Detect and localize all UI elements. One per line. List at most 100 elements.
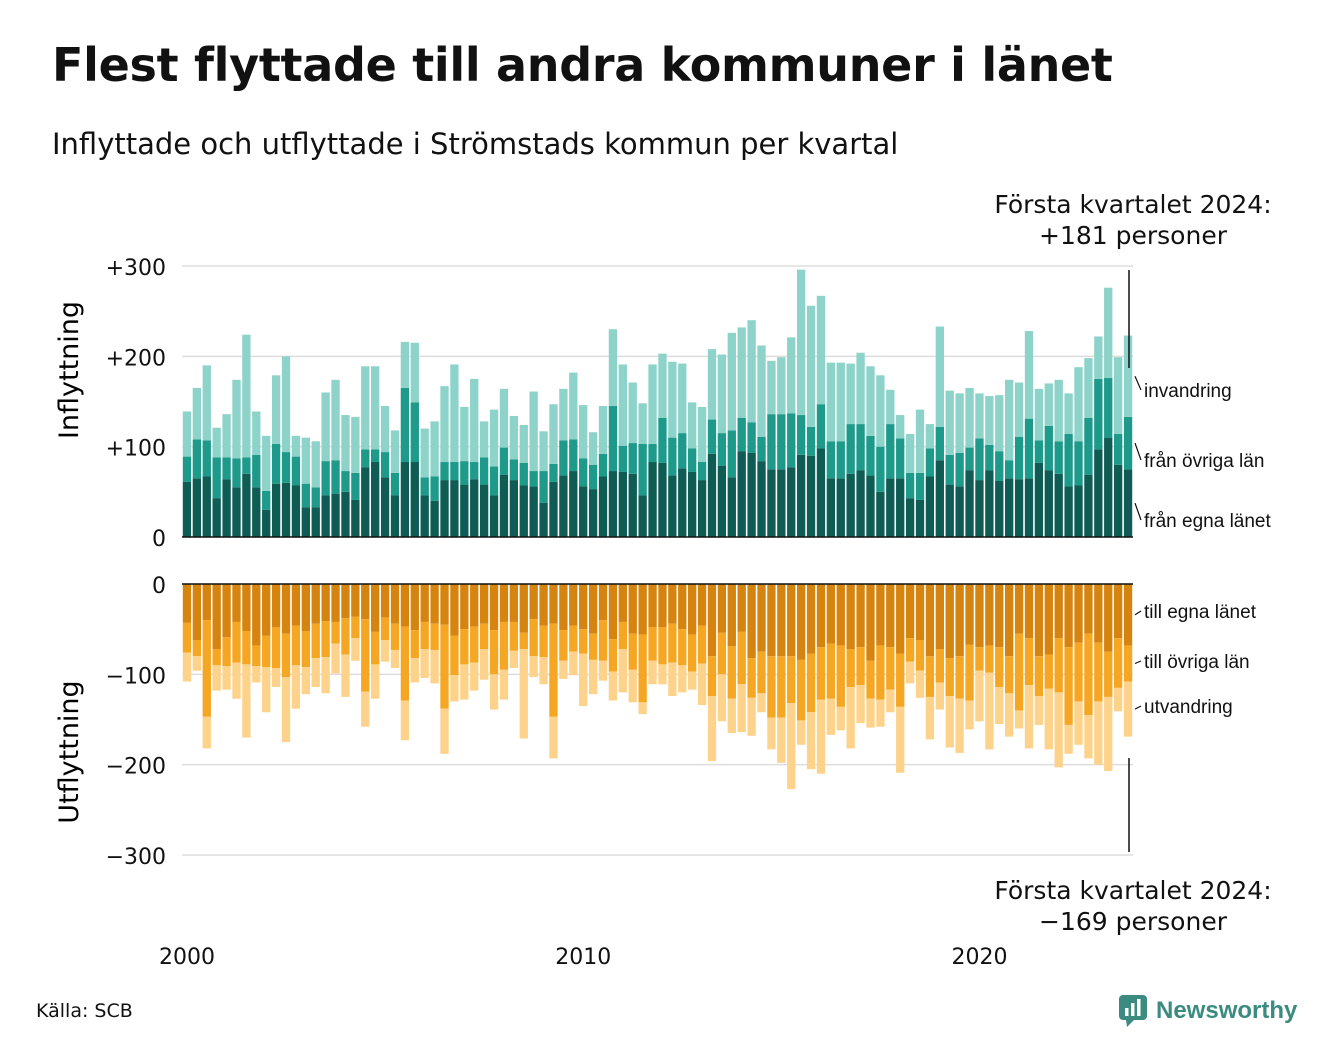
bar-inflow-1 bbox=[450, 480, 459, 537]
bar-outflow-2 bbox=[935, 649, 944, 683]
bar-outflow-3 bbox=[876, 699, 885, 727]
bar-outflow-1 bbox=[707, 584, 717, 657]
bar-inflow-3 bbox=[668, 361, 677, 438]
bar-inflow-3 bbox=[678, 363, 687, 434]
bar-inflow-2 bbox=[1064, 434, 1073, 487]
bar-outflow-1 bbox=[380, 584, 390, 618]
bar-outflow-2 bbox=[579, 629, 588, 654]
bar-inflow-2 bbox=[806, 426, 816, 456]
bar-inflow-2 bbox=[658, 417, 667, 463]
bar-outflow-1 bbox=[856, 584, 865, 648]
bar-inflow-3 bbox=[410, 342, 419, 403]
bar-inflow-1 bbox=[579, 486, 588, 537]
bar-outflow-2 bbox=[658, 627, 667, 665]
bar-outflow-1 bbox=[846, 584, 855, 650]
bar-outflow-2 bbox=[727, 646, 736, 699]
bar-outflow-1 bbox=[311, 584, 320, 624]
bar-inflow-1 bbox=[1014, 479, 1024, 537]
bar-outflow-1 bbox=[925, 584, 935, 657]
bar-inflow-1 bbox=[915, 499, 925, 537]
bar-inflow-3 bbox=[985, 396, 994, 445]
annotation-outflow: Första kvartalet 2024: −169 personer bbox=[968, 875, 1298, 937]
bar-outflow-3 bbox=[509, 650, 519, 669]
bar-inflow-1 bbox=[638, 495, 647, 537]
bar-outflow-3 bbox=[638, 702, 647, 715]
bar-inflow-1 bbox=[886, 478, 895, 537]
bar-inflow-2 bbox=[1094, 378, 1103, 450]
bar-inflow-1 bbox=[767, 469, 776, 537]
bar-inflow-1 bbox=[836, 478, 845, 537]
bar-inflow-3 bbox=[876, 375, 885, 447]
bar-outflow-1 bbox=[182, 584, 192, 623]
bar-inflow-1 bbox=[380, 477, 390, 537]
bar-inflow-3 bbox=[816, 295, 826, 405]
bar-inflow-3 bbox=[559, 388, 568, 441]
bar-inflow-2 bbox=[529, 471, 538, 487]
chart-subtitle: Inflyttade och utflyttade i Strömstads k… bbox=[52, 127, 899, 161]
bar-inflow-3 bbox=[539, 431, 548, 472]
legend-label: från övriga län bbox=[1144, 451, 1264, 472]
bar-inflow-1 bbox=[1123, 469, 1133, 537]
bar-outflow-1 bbox=[717, 584, 727, 633]
bar-outflow-2 bbox=[945, 658, 954, 697]
bar-inflow-3 bbox=[1104, 287, 1113, 379]
bar-outflow-2 bbox=[390, 623, 400, 650]
bar-outflow-3 bbox=[985, 672, 994, 750]
bar-inflow-2 bbox=[470, 462, 479, 480]
bar-outflow-2 bbox=[460, 629, 469, 665]
bar-outflow-1 bbox=[440, 584, 449, 625]
bar-outflow-1 bbox=[479, 584, 489, 624]
bar-outflow-1 bbox=[995, 584, 1004, 648]
bar-inflow-3 bbox=[727, 332, 736, 431]
bar-inflow-2 bbox=[767, 414, 776, 470]
bar-outflow-3 bbox=[311, 658, 320, 687]
bar-outflow-2 bbox=[678, 629, 687, 666]
bar-inflow-1 bbox=[598, 476, 608, 537]
bar-inflow-3 bbox=[252, 411, 261, 455]
bar-inflow-1 bbox=[410, 462, 419, 537]
bar-inflow-3 bbox=[737, 327, 746, 418]
bar-outflow-1 bbox=[1104, 584, 1113, 652]
bar-inflow-2 bbox=[787, 413, 796, 468]
bar-outflow-1 bbox=[529, 584, 538, 620]
bar-outflow-3 bbox=[727, 698, 736, 734]
bar-inflow-2 bbox=[262, 490, 271, 510]
bar-inflow-2 bbox=[341, 471, 350, 492]
bar-inflow-2 bbox=[1113, 434, 1123, 465]
bar-outflow-3 bbox=[1094, 701, 1103, 765]
bar-inflow-2 bbox=[390, 472, 400, 496]
bar-outflow-3 bbox=[618, 649, 627, 693]
bar-outflow-2 bbox=[1094, 642, 1103, 702]
bar-inflow-2 bbox=[212, 457, 221, 499]
bar-outflow-2 bbox=[866, 660, 875, 699]
bar-outflow-2 bbox=[707, 656, 717, 697]
bar-inflow-2 bbox=[905, 472, 915, 499]
bar-outflow-3 bbox=[866, 698, 875, 728]
bar-outflow-3 bbox=[1064, 724, 1073, 754]
bar-outflow-2 bbox=[242, 630, 251, 665]
bar-inflow-3 bbox=[905, 434, 915, 473]
bar-inflow-3 bbox=[935, 326, 944, 427]
bar-outflow-3 bbox=[182, 652, 192, 682]
bar-outflow-1 bbox=[816, 584, 826, 648]
bar-inflow-2 bbox=[945, 454, 954, 485]
bar-inflow-1 bbox=[489, 495, 499, 537]
bar-outflow-2 bbox=[876, 645, 885, 700]
annotation-outflow-value: −169 personer bbox=[1039, 907, 1227, 936]
annotation-inflow-value: +181 personer bbox=[1039, 221, 1227, 250]
bar-inflow-1 bbox=[905, 498, 915, 537]
bar-inflow-3 bbox=[301, 437, 310, 484]
bar-outflow-3 bbox=[905, 661, 915, 684]
bar-inflow-3 bbox=[371, 366, 380, 450]
bar-outflow-3 bbox=[678, 665, 687, 693]
bar-outflow-3 bbox=[598, 660, 608, 681]
bar-outflow-1 bbox=[1005, 584, 1014, 657]
bar-inflow-2 bbox=[559, 440, 568, 476]
bar-outflow-1 bbox=[866, 584, 875, 661]
bar-outflow-1 bbox=[1034, 584, 1044, 657]
bar-inflow-3 bbox=[658, 353, 667, 418]
bar-inflow-2 bbox=[727, 430, 736, 478]
bar-outflow-1 bbox=[727, 584, 736, 647]
bar-inflow-2 bbox=[440, 462, 449, 481]
